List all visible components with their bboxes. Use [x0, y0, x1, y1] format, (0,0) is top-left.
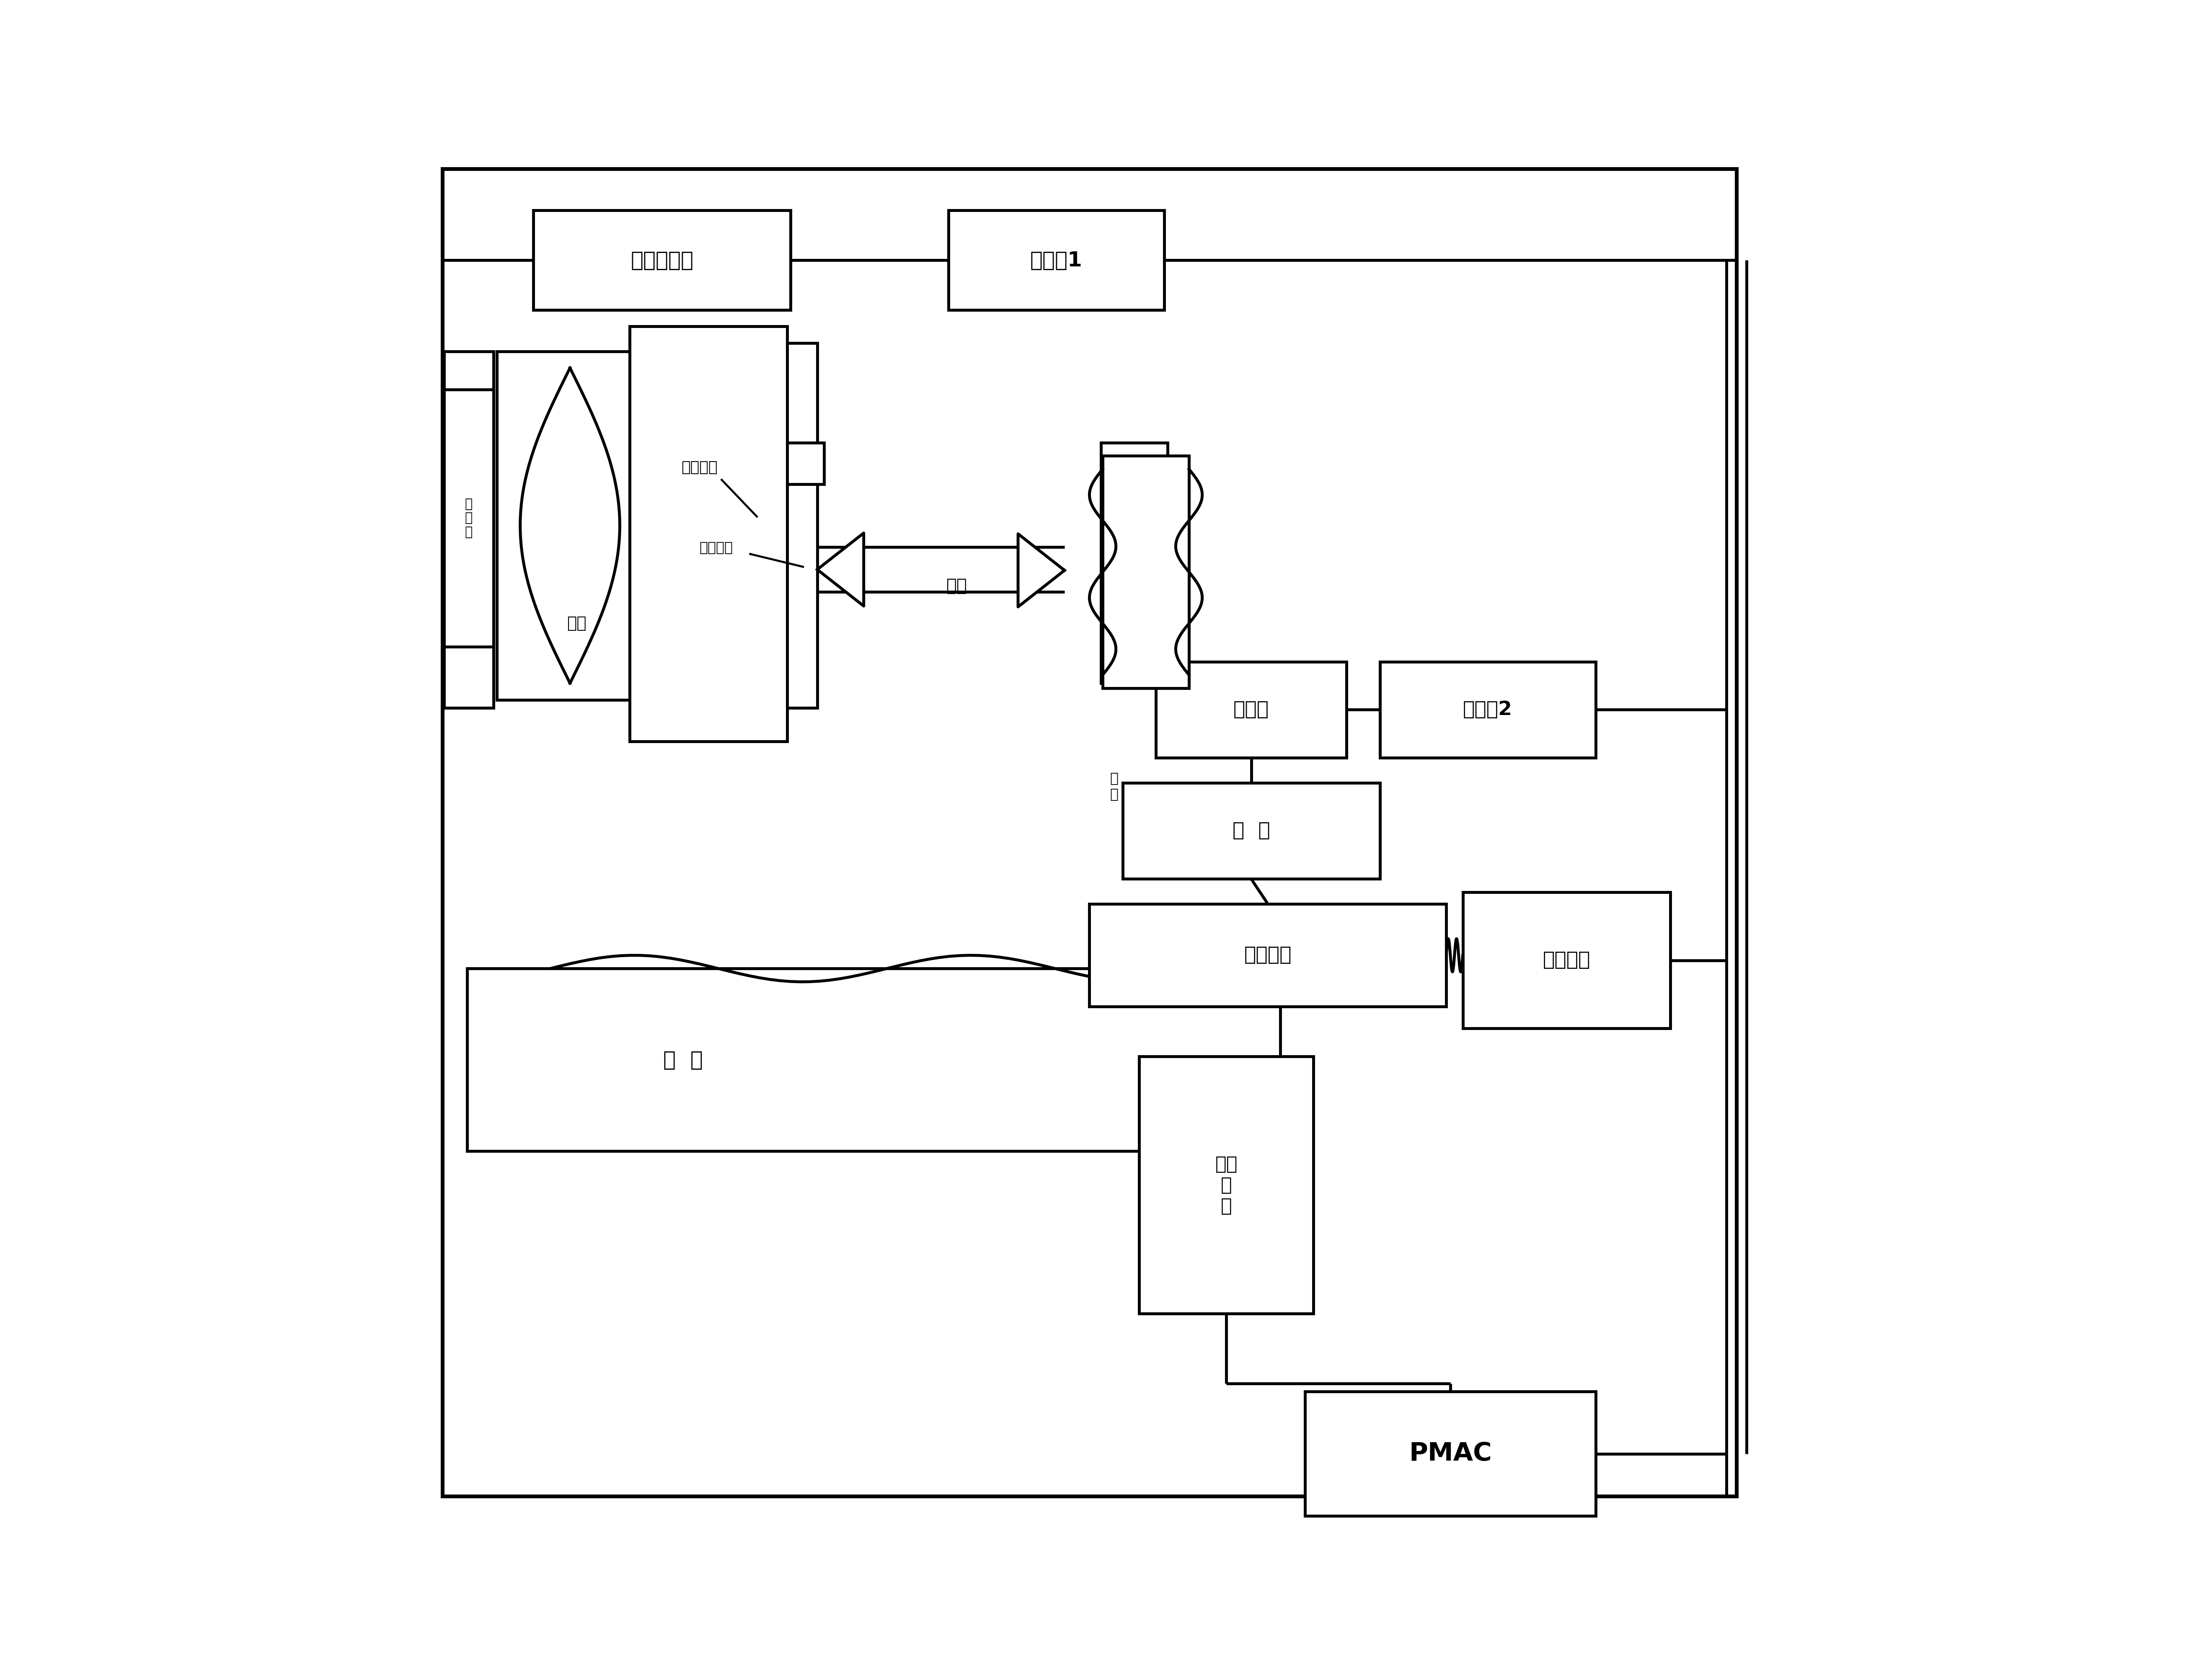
- FancyBboxPatch shape: [467, 969, 1281, 1151]
- Text: 工件: 工件: [947, 578, 967, 594]
- Polygon shape: [816, 533, 863, 606]
- FancyBboxPatch shape: [498, 351, 630, 699]
- Text: 床  身: 床 身: [664, 1049, 703, 1071]
- Text: 变频器1: 变频器1: [1031, 250, 1082, 270]
- FancyBboxPatch shape: [445, 351, 493, 708]
- Text: 卡盘: 卡盘: [566, 614, 586, 631]
- FancyBboxPatch shape: [1102, 456, 1190, 688]
- FancyBboxPatch shape: [445, 390, 493, 646]
- Text: 十字滑台: 十字滑台: [1243, 946, 1292, 964]
- Text: 顶顶顶尖: 顶顶顶尖: [699, 539, 732, 554]
- FancyBboxPatch shape: [1139, 1057, 1314, 1314]
- FancyBboxPatch shape: [1462, 892, 1670, 1029]
- FancyBboxPatch shape: [787, 343, 816, 708]
- FancyBboxPatch shape: [1305, 1392, 1595, 1517]
- Text: 支  架: 支 架: [1232, 821, 1270, 841]
- Polygon shape: [1018, 534, 1064, 606]
- Text: 磨
头: 磨 头: [1110, 771, 1119, 801]
- Text: PMAC: PMAC: [1409, 1442, 1491, 1467]
- FancyBboxPatch shape: [1124, 783, 1380, 879]
- FancyBboxPatch shape: [533, 210, 790, 310]
- FancyBboxPatch shape: [1088, 904, 1447, 1007]
- FancyBboxPatch shape: [1157, 661, 1347, 758]
- FancyBboxPatch shape: [1102, 443, 1168, 683]
- FancyBboxPatch shape: [949, 210, 1164, 310]
- Text: 异步电动机: 异步电动机: [630, 250, 695, 270]
- FancyBboxPatch shape: [630, 326, 787, 741]
- Text: 直线
电
机: 直线 电 机: [1214, 1156, 1237, 1215]
- Text: 磁
栅
尺: 磁 栅 尺: [465, 498, 473, 538]
- FancyBboxPatch shape: [442, 168, 1736, 1497]
- Text: 变频器2: 变频器2: [1462, 701, 1513, 719]
- Text: 伺服电机: 伺服电机: [1542, 951, 1590, 969]
- Text: 电主轴: 电主轴: [1234, 701, 1270, 719]
- FancyBboxPatch shape: [787, 443, 823, 485]
- FancyBboxPatch shape: [1380, 661, 1595, 758]
- Text: 磨顶顶尖: 磨顶顶尖: [681, 460, 717, 475]
